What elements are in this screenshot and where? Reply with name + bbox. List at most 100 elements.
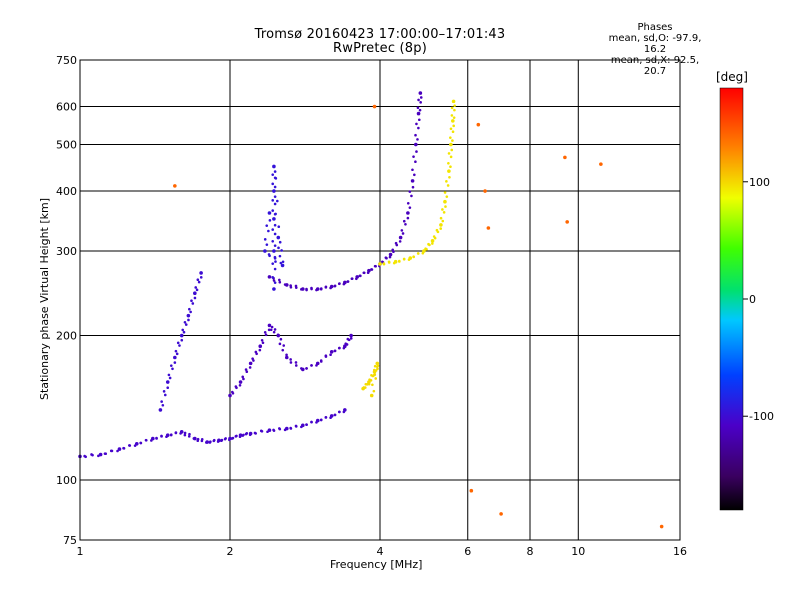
data-point	[315, 361, 320, 366]
data-point	[248, 366, 252, 369]
data-point	[234, 435, 238, 438]
data-point	[329, 349, 334, 354]
data-point	[416, 111, 421, 116]
x-tick-label: 4	[377, 545, 384, 558]
data-point	[173, 184, 177, 188]
data-point	[265, 224, 269, 227]
data-point	[285, 353, 288, 357]
data-point	[367, 268, 371, 273]
data-point	[424, 247, 427, 250]
data-point	[181, 328, 185, 332]
data-point	[110, 449, 114, 453]
data-point	[324, 416, 328, 419]
y-axis-ticks: 75 100 200 300 400 500 600 750	[56, 54, 77, 547]
x-axis-ticks: 1 2 4 6 8 10 16	[77, 545, 688, 558]
data-point	[358, 274, 362, 278]
data-point	[398, 235, 403, 240]
data-point	[194, 286, 198, 289]
data-point	[376, 367, 379, 371]
data-point	[419, 101, 422, 104]
data-point	[289, 361, 293, 364]
data-point	[373, 364, 377, 368]
data-point	[398, 240, 402, 243]
data-point	[274, 260, 277, 263]
y-axis-label: Stationary phase Virtual Height [km]	[38, 197, 51, 400]
data-point	[178, 344, 181, 347]
data-point	[499, 512, 503, 516]
data-point	[248, 431, 253, 436]
data-point	[444, 205, 447, 208]
data-point	[271, 276, 275, 279]
data-point	[355, 275, 359, 279]
data-point	[418, 91, 423, 95]
data-point	[659, 524, 664, 529]
data-point	[402, 219, 406, 223]
data-point	[432, 235, 436, 238]
data-point	[173, 355, 177, 360]
data-point	[212, 439, 216, 443]
data-point	[169, 433, 173, 437]
data-point	[448, 175, 451, 179]
data-point	[193, 291, 197, 296]
data-point	[158, 408, 163, 412]
data-point	[162, 390, 166, 393]
data-point	[267, 323, 272, 328]
data-point	[417, 118, 421, 122]
data-point	[372, 389, 376, 393]
data-point	[349, 337, 353, 340]
data-point	[160, 400, 163, 403]
data-point	[271, 239, 275, 243]
data-point	[174, 431, 178, 435]
y-tick-label: 400	[56, 185, 77, 198]
data-point	[449, 165, 452, 169]
data-point	[418, 108, 422, 112]
data-point	[362, 386, 366, 389]
data-point	[333, 349, 337, 353]
data-point	[289, 285, 293, 289]
data-point	[273, 255, 277, 259]
data-point	[294, 425, 298, 428]
colorbar-label: [deg]	[716, 70, 748, 84]
data-point	[267, 211, 272, 215]
data-point	[231, 390, 234, 394]
chart-subtitle: RwPretec (8p)	[333, 41, 427, 56]
data-point	[104, 452, 108, 456]
data-point	[387, 261, 391, 264]
data-point	[272, 429, 276, 432]
data-point	[333, 413, 337, 417]
y-tick-label: 200	[56, 330, 77, 343]
data-point	[273, 281, 277, 284]
data-point	[565, 220, 569, 224]
data-point	[281, 260, 285, 264]
data-point	[294, 286, 298, 289]
data-point	[166, 386, 170, 389]
data-point	[272, 279, 276, 282]
data-point	[267, 229, 270, 233]
data-point	[364, 382, 368, 386]
data-point	[134, 441, 139, 446]
data-point	[195, 288, 199, 292]
data-point	[277, 225, 281, 229]
data-point	[278, 280, 282, 284]
data-point	[563, 155, 567, 160]
data-point	[117, 447, 122, 451]
data-point	[271, 228, 275, 231]
data-point	[310, 420, 313, 424]
data-point	[371, 383, 374, 387]
data-point	[450, 148, 454, 152]
data-point	[406, 216, 410, 220]
data-point	[231, 437, 234, 440]
data-point	[393, 259, 398, 264]
data-point	[278, 278, 281, 282]
data-point	[289, 427, 293, 430]
data-point	[200, 439, 204, 443]
data-point	[388, 255, 392, 259]
data-point	[408, 256, 413, 260]
data-point	[272, 249, 276, 253]
data-point	[324, 286, 328, 289]
data-point	[271, 182, 275, 186]
data-point	[282, 344, 286, 347]
data-point	[273, 185, 277, 189]
data-point	[410, 179, 415, 183]
